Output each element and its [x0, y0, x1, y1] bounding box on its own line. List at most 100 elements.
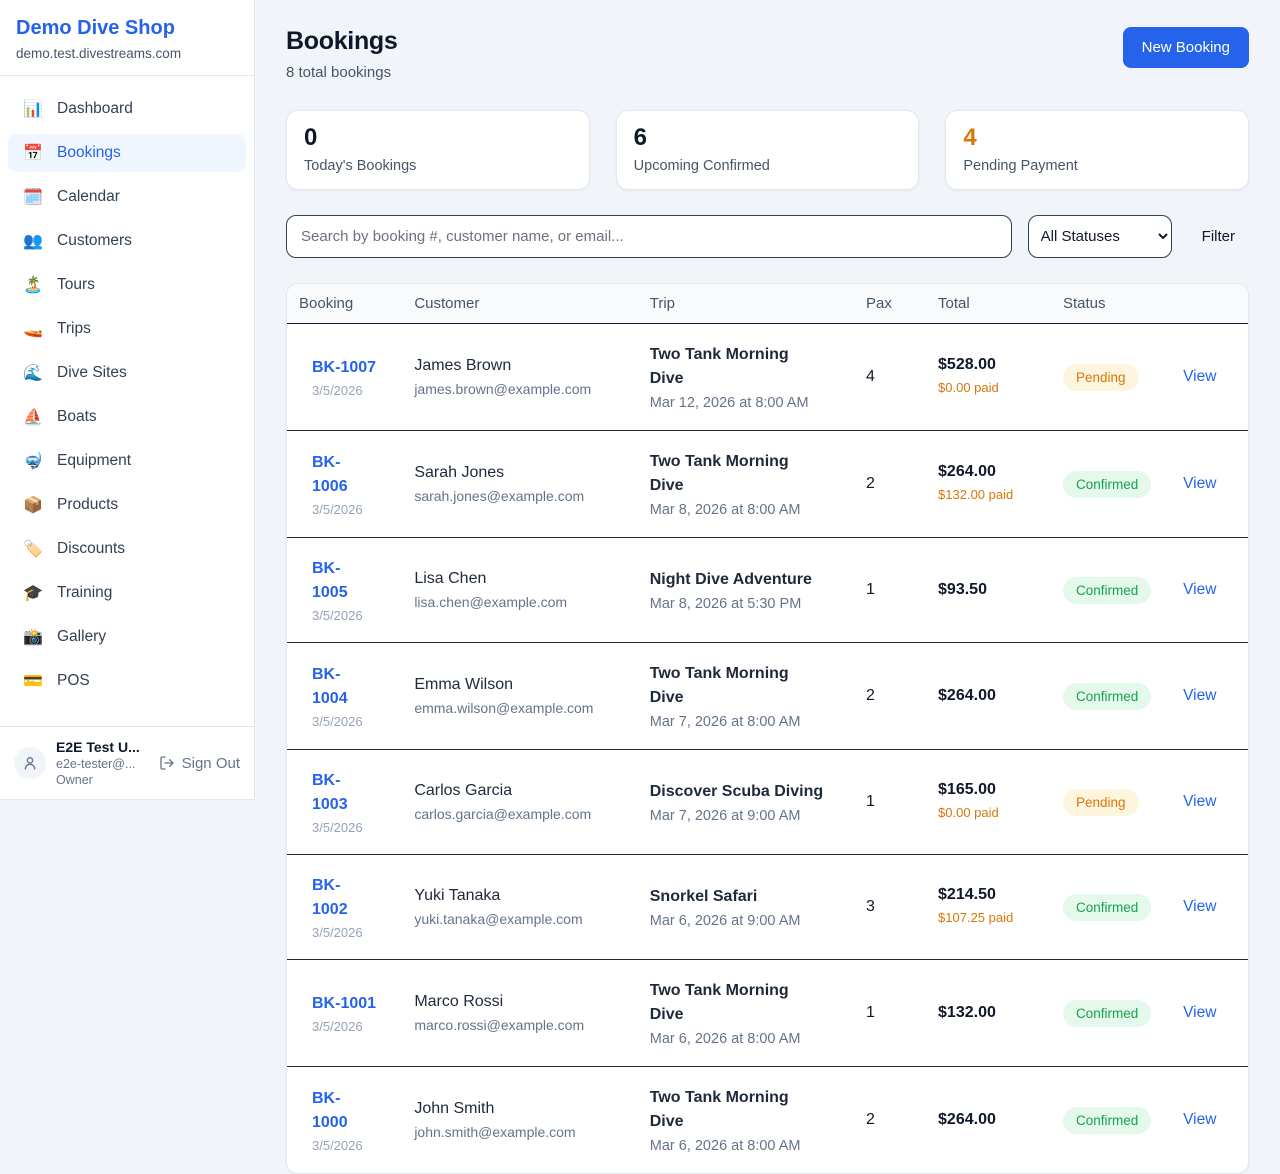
- stat-label: Today's Bookings: [304, 158, 417, 174]
- view-link[interactable]: View: [1183, 581, 1217, 598]
- total-amount: $165.00: [938, 781, 996, 799]
- booking-date: 3/5/2026: [312, 608, 363, 623]
- stat-card: 4 Pending Payment: [945, 110, 1249, 190]
- package-icon: 📦: [23, 497, 43, 514]
- column-header: Pax: [853, 284, 927, 324]
- sidebar-item[interactable]: ⛵ Boats: [8, 398, 246, 436]
- sidebar-item[interactable]: 📦 Products: [8, 486, 246, 524]
- sign-out-label: Sign Out: [181, 754, 240, 772]
- customer-name: Lisa Chen: [414, 570, 487, 587]
- sidebar-item[interactable]: 👥 Customers: [8, 222, 246, 260]
- user-role: Owner: [56, 773, 93, 787]
- new-booking-button[interactable]: New Booking: [1122, 27, 1249, 68]
- sidebar-item-label: Products: [57, 496, 119, 513]
- booking-id-link[interactable]: BK-1001: [312, 995, 377, 1012]
- booking-id-link[interactable]: BK- 1003: [312, 772, 348, 813]
- trip-datetime: Mar 8, 2026 at 8:00 AM: [649, 502, 801, 518]
- sidebar-item[interactable]: 🏷️ Discounts: [8, 530, 246, 568]
- sidebar-item[interactable]: 🌊 Dive Sites: [8, 354, 246, 392]
- booking-date: 3/5/2026: [312, 925, 363, 940]
- sidebar-item[interactable]: 🗓️ Calendar: [8, 178, 246, 216]
- total-amount: $264.00: [938, 463, 996, 481]
- booking-id-link[interactable]: BK- 1002: [312, 877, 348, 918]
- sidebar-item[interactable]: 💳 POS: [8, 662, 246, 700]
- booking-id-link[interactable]: BK- 1006: [312, 454, 348, 495]
- column-header: [1171, 284, 1248, 324]
- table-row: BK- 1004 3/5/2026 Emma Wilson emma.wilso…: [287, 643, 1248, 750]
- table-row: BK- 1003 3/5/2026 Carlos Garcia carlos.g…: [287, 750, 1248, 855]
- paid-amount: $0.00 paid: [938, 380, 999, 396]
- booking-id-link[interactable]: BK- 1004: [312, 666, 348, 707]
- booking-id-link[interactable]: BK- 1005: [312, 560, 348, 601]
- customer-name: James Brown: [414, 357, 512, 374]
- customer-name: Sarah Jones: [414, 464, 505, 481]
- view-link[interactable]: View: [1183, 1111, 1217, 1128]
- status-badge: Confirmed: [1062, 682, 1152, 710]
- sidebar-item-label: Calendar: [57, 188, 120, 205]
- view-link[interactable]: View: [1183, 1004, 1217, 1021]
- sidebar-item-label: Discounts: [57, 540, 126, 557]
- pax-count: 4: [865, 368, 875, 385]
- trip-datetime: Mar 6, 2026 at 8:00 AM: [649, 1138, 801, 1154]
- sidebar-item-label: Dive Sites: [57, 364, 127, 381]
- trip-name: Discover Scuba Diving: [649, 783, 824, 800]
- booking-date: 3/5/2026: [312, 1138, 363, 1153]
- customer-name: Yuki Tanaka: [414, 887, 501, 904]
- stat-value: 6: [633, 124, 648, 151]
- person-icon: [24, 757, 36, 770]
- total-amount: $132.00: [938, 1004, 996, 1021]
- spiral-calendar-icon: 🗓️: [23, 189, 43, 206]
- total-amount: $264.00: [938, 687, 996, 704]
- paid-amount: $0.00 paid: [938, 805, 999, 821]
- table-row: BK- 1006 3/5/2026 Sarah Jones sarah.jone…: [287, 431, 1248, 538]
- filter-bar: All Statuses Filter: [286, 215, 1249, 258]
- trip-datetime: Mar 6, 2026 at 8:00 AM: [649, 1031, 801, 1047]
- stat-value: 4: [963, 124, 977, 151]
- sidebar-item-label: Gallery: [57, 628, 107, 645]
- dive-mask-icon: 🤿: [23, 453, 43, 470]
- customer-email: john.smith@example.com: [414, 1124, 576, 1140]
- bookings-table: Booking Customer Trip Pax Total Status: [287, 284, 1248, 1173]
- sidebar-item[interactable]: 🏝️ Tours: [8, 266, 246, 304]
- trip-datetime: Mar 6, 2026 at 9:00 AM: [649, 913, 801, 929]
- sidebar-item-label: Equipment: [57, 452, 132, 469]
- booking-id-link[interactable]: BK- 1000: [312, 1090, 348, 1131]
- sign-out-button[interactable]: Sign Out: [159, 755, 240, 772]
- booking-date: 3/5/2026: [312, 820, 363, 835]
- total-amount: $264.00: [938, 1111, 996, 1128]
- view-link[interactable]: View: [1183, 475, 1217, 492]
- graduation-cap-icon: 🎓: [23, 585, 43, 602]
- customer-email: james.brown@example.com: [414, 381, 592, 397]
- booking-date: 3/5/2026: [312, 502, 363, 517]
- status-select[interactable]: All Statuses: [1027, 215, 1172, 258]
- camera-icon: 📸: [23, 629, 43, 646]
- sidebar-item[interactable]: 🚤 Trips: [8, 310, 246, 348]
- customer-name: Emma Wilson: [414, 676, 513, 693]
- sidebar-item[interactable]: 📅 Bookings: [8, 134, 246, 172]
- stats-row: 0 Today's Bookings 6 Upcoming Confirmed …: [286, 110, 1249, 190]
- view-link[interactable]: View: [1183, 687, 1217, 704]
- column-header: Total: [926, 284, 1051, 324]
- trip-name: Two Tank Morning Dive: [649, 1089, 789, 1130]
- sidebar-item[interactable]: 📊 Dashboard: [8, 90, 246, 128]
- sidebar-item[interactable]: 📸 Gallery: [8, 618, 246, 656]
- view-link[interactable]: View: [1183, 793, 1217, 810]
- search-input[interactable]: [286, 215, 1012, 258]
- booking-id-link[interactable]: BK-1007: [312, 359, 377, 376]
- table-row: BK- 1005 3/5/2026 Lisa Chen lisa.chen@ex…: [287, 538, 1248, 643]
- tag-icon: 🏷️: [23, 541, 43, 558]
- pax-count: 1: [865, 581, 875, 598]
- view-link[interactable]: View: [1183, 898, 1217, 915]
- view-link[interactable]: View: [1183, 368, 1217, 385]
- sidebar-item[interactable]: 🎓 Training: [8, 574, 246, 612]
- sidebar-item-label: Trips: [57, 320, 91, 337]
- brand: Demo Dive Shop demo.test.divestreams.com: [0, 0, 254, 76]
- trip-datetime: Mar 7, 2026 at 9:00 AM: [649, 808, 801, 824]
- sidebar-item[interactable]: 🤿 Equipment: [8, 442, 246, 480]
- page-title: Bookings: [286, 27, 398, 55]
- column-header: Trip: [637, 284, 854, 324]
- table-body: BK-1007 3/5/2026 James Brown james.brown…: [287, 324, 1248, 1174]
- bookings-table-card: Booking Customer Trip Pax Total Status: [286, 283, 1249, 1174]
- filter-button[interactable]: Filter: [1188, 228, 1249, 245]
- total-amount: $214.50: [938, 886, 996, 904]
